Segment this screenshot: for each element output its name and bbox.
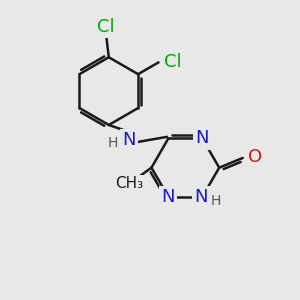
Text: H: H [108,136,119,150]
Text: Cl: Cl [164,53,182,71]
Text: CH₃: CH₃ [115,176,143,191]
Text: N: N [123,131,136,149]
Text: O: O [248,148,262,166]
Text: Cl: Cl [97,18,115,36]
Text: N: N [194,188,208,206]
Text: N: N [196,129,209,147]
Text: H: H [210,194,221,208]
Text: N: N [162,188,175,206]
